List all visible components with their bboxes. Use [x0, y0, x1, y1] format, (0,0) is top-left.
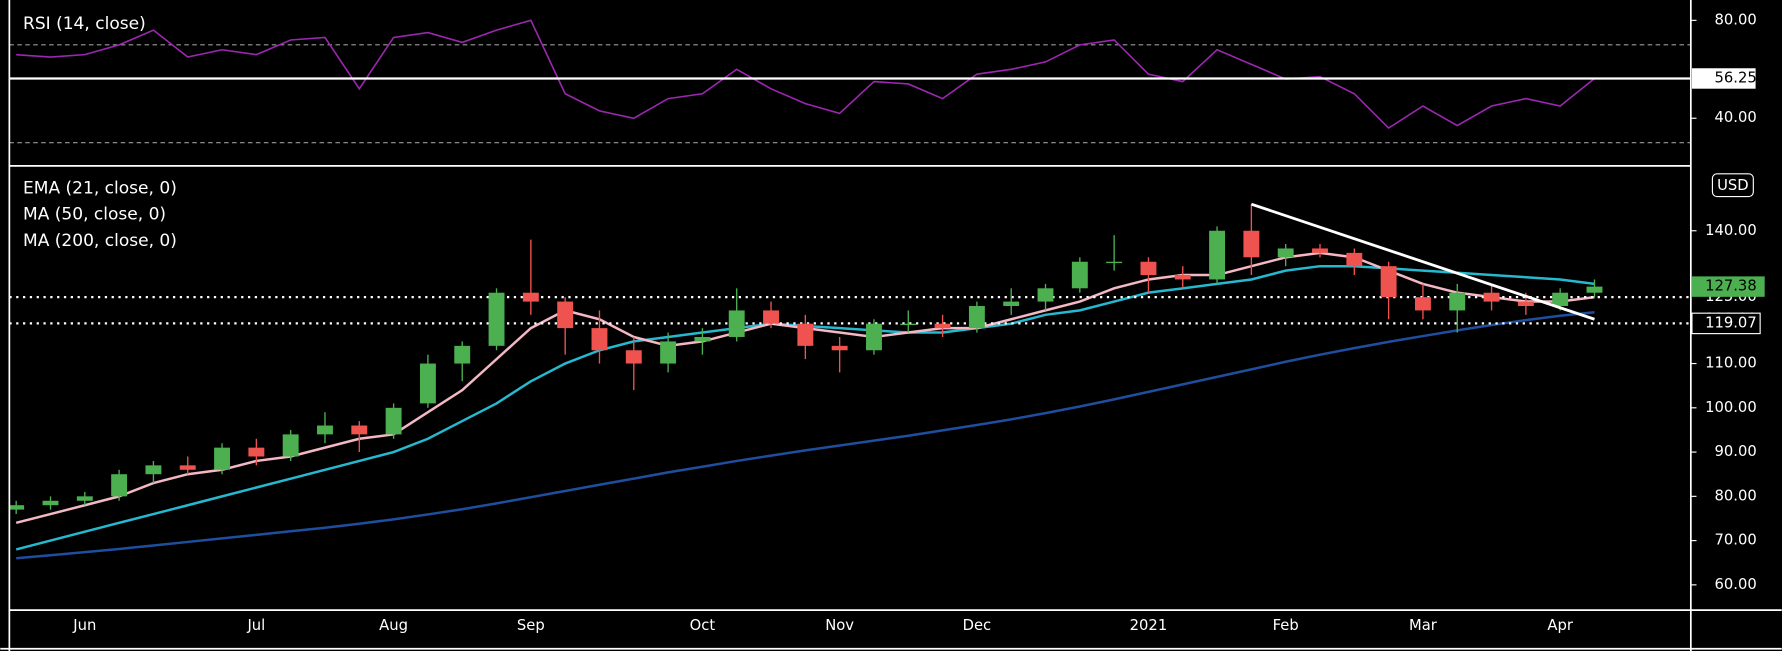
candle-body: [1380, 266, 1397, 298]
legend-entry: EMA (21, close, 0): [23, 179, 177, 199]
y-tick-label: 70.00: [1714, 532, 1756, 549]
x-tick-label: 2021: [1130, 617, 1168, 634]
candle-body: [1552, 292, 1569, 307]
candle-body: [248, 447, 265, 457]
x-tick-label: Jun: [72, 617, 96, 634]
currency-label: USD: [1717, 177, 1749, 194]
candle-body: [454, 345, 471, 364]
candle-body: [557, 301, 574, 329]
candle-body: [660, 341, 677, 364]
candle-body: [42, 500, 59, 506]
candle-body: [1346, 252, 1363, 267]
candle-body: [866, 323, 882, 351]
candle-body: [111, 474, 128, 497]
candle-body: [1209, 230, 1226, 280]
price-panel: [9, 202, 1691, 560]
candle-body: [1483, 292, 1500, 302]
rsi-current-label: 56.25: [1714, 69, 1756, 86]
rsi-current-box: [1691, 68, 1756, 89]
candle-body: [488, 292, 505, 346]
level-box: [1691, 312, 1761, 335]
candle-body: [900, 323, 917, 326]
candle-body: [351, 425, 368, 435]
candle-body: [1449, 292, 1466, 311]
candle-body: [934, 323, 951, 329]
rsi-title: RSI (14, close): [23, 14, 146, 34]
trendline: [1250, 202, 1595, 321]
candle-body: [419, 363, 436, 404]
legend-entry: MA (200, close, 0): [23, 231, 177, 251]
x-tick-label: Mar: [1409, 617, 1438, 634]
rsi-panel: [9, 19, 1691, 144]
candle-body: [145, 465, 162, 475]
candle-body: [763, 310, 779, 324]
x-tick-label: Aug: [379, 617, 408, 634]
currency-box: [1711, 173, 1754, 198]
candle-body: [385, 407, 402, 435]
y-tick-label: 100.00: [1705, 399, 1757, 416]
candle-body: [282, 434, 299, 457]
candle-body: [831, 345, 848, 351]
x-tick-label: Feb: [1273, 617, 1299, 634]
candle-body: [1071, 261, 1088, 289]
candle-body: [1517, 301, 1534, 307]
candle-body: [1106, 261, 1123, 264]
candle-body: [591, 328, 608, 351]
candle-body: [1414, 297, 1431, 311]
rsi-tick-label: 80.00: [1714, 11, 1756, 28]
candle-body: [625, 350, 642, 364]
candle-body: [317, 425, 333, 435]
candle-body: [1174, 275, 1191, 280]
candle-body: [522, 292, 539, 302]
last-price-box: [1691, 276, 1765, 297]
candle-body: [968, 306, 985, 329]
candle-body: [1277, 248, 1294, 258]
y-tick-label: 110.00: [1705, 355, 1757, 372]
candle-body: [728, 310, 745, 337]
y-tick-label: 140.00: [1705, 222, 1757, 239]
y-tick-label: 90.00: [1714, 443, 1756, 460]
level-label: 119.07: [1705, 314, 1757, 331]
legend-entry: MA (50, close, 0): [23, 205, 166, 225]
candle-body: [797, 323, 814, 346]
last-price-label: 127.38: [1705, 278, 1757, 295]
x-tick-label: Dec: [963, 617, 992, 634]
rsi-line: [16, 19, 1595, 130]
candle-body: [1312, 248, 1328, 253]
candle-body: [1243, 230, 1260, 258]
candle-body: [1140, 261, 1157, 276]
candle-body: [76, 496, 93, 501]
y-tick-label: 60.00: [1714, 576, 1756, 593]
candle-body: [694, 336, 711, 342]
x-tick-label: Oct: [690, 617, 716, 634]
candle-body: [214, 447, 231, 470]
x-tick-label: Apr: [1547, 617, 1573, 634]
y-tick-label: 80.00: [1714, 487, 1756, 504]
rsi-tick-label: 40.00: [1714, 109, 1756, 126]
candle-body: [1037, 288, 1054, 302]
x-tick-label: Jul: [246, 617, 265, 634]
candle-body: [179, 465, 196, 470]
candle-body: [9, 505, 25, 510]
candle-body: [1586, 286, 1603, 293]
x-tick-label: Sep: [517, 617, 545, 634]
x-tick-label: Nov: [825, 617, 854, 634]
moving-average-line: [16, 310, 1595, 560]
axes: 60.0070.0080.0090.00100.00110.00120.0014…: [72, 11, 1765, 634]
candle-body: [1003, 301, 1020, 307]
